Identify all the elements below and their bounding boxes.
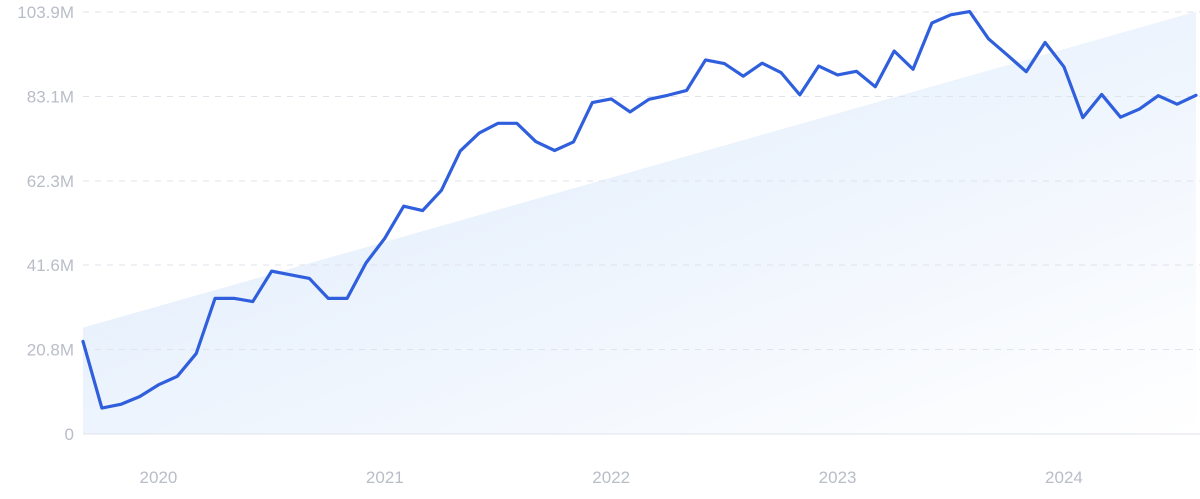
series-line	[81, 9, 1198, 410]
y-tick-label: 41.6M	[27, 256, 74, 275]
y-tick-label: 20.8M	[27, 341, 74, 360]
gridlines	[83, 11, 1200, 435]
y-tick-label: 0	[65, 425, 74, 444]
x-axis-ticks: 2020 2021 2022 2023 2024	[140, 468, 1083, 487]
y-tick-label: 62.3M	[27, 172, 74, 191]
x-tick-label: 2023	[819, 468, 857, 487]
x-tick-label: 2024	[1045, 468, 1083, 487]
trend-band-layer	[83, 11, 1196, 434]
x-tick-label: 2022	[592, 468, 630, 487]
x-tick-label: 2021	[366, 468, 404, 487]
series-layer	[81, 9, 1198, 410]
x-tick-label: 2020	[140, 468, 178, 487]
trend-band-area	[83, 11, 1196, 434]
y-tick-label: 83.1M	[27, 87, 74, 106]
y-tick-label: 103.9M	[17, 3, 74, 22]
y-axis-ticks: 0 20.8M 41.6M 62.3M 83.1M 103.9M	[17, 3, 74, 444]
